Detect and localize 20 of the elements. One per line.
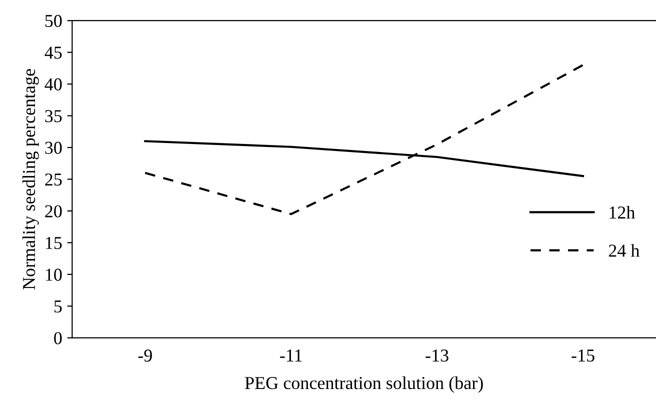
x-tick-label: -15 — [572, 350, 594, 362]
y-tick-label: 10 — [46, 268, 62, 281]
y-tick-label: 25 — [45, 174, 62, 186]
legend-label: 12h — [610, 206, 635, 218]
y-tick-label: 0 — [54, 332, 62, 344]
x-tick-label: -9 — [138, 350, 152, 362]
legend-label: 24 h — [608, 244, 640, 257]
y-tick-label: 35 — [45, 110, 62, 122]
y-axis-title: Normality seedling percentage — [22, 69, 39, 290]
y-tick-label: 45 — [44, 46, 62, 59]
y-tick-label: 40 — [44, 78, 62, 90]
x-tick-label: -13 — [426, 350, 448, 362]
y-tick-label: 15 — [46, 237, 62, 250]
y-tick-label: 20 — [45, 205, 62, 218]
line-series — [144, 64, 584, 216]
y-tick-label: 50 — [45, 14, 62, 28]
y-tick-label: 5 — [54, 300, 62, 313]
x-tick-label: -11 — [280, 350, 302, 362]
y-tick-label: 30 — [45, 142, 62, 154]
x-axis-title: PEG concentration solution (bar) — [245, 376, 483, 393]
